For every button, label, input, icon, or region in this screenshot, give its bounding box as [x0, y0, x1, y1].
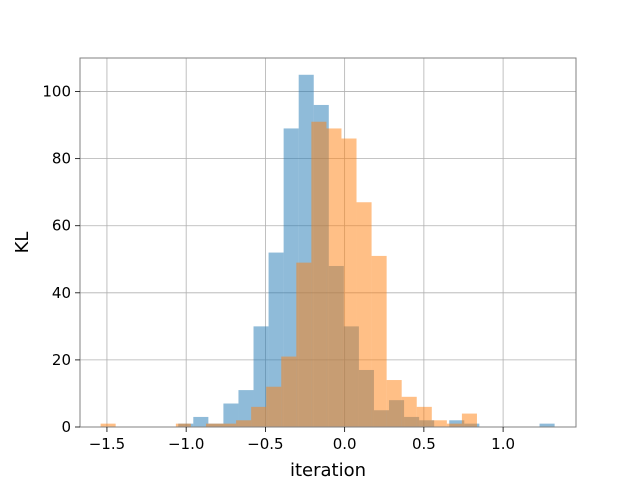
histogram-bar — [446, 423, 462, 427]
histogram-bar — [326, 128, 342, 428]
x-tick-label: −1.0 — [168, 435, 204, 453]
y-tick-label: 80 — [52, 150, 71, 168]
histogram-bar — [268, 252, 284, 427]
y-tick-label: 40 — [52, 284, 71, 302]
histogram-bar — [539, 423, 555, 427]
histogram-bar — [205, 423, 222, 427]
histogram-bar — [238, 390, 254, 427]
histogram-bar — [386, 380, 402, 427]
y-tick-label: 100 — [42, 83, 71, 101]
histogram-bar — [341, 138, 357, 427]
histogram-bar — [401, 396, 417, 427]
histogram-bar — [221, 423, 237, 427]
histogram-bar — [251, 406, 267, 427]
histogram-bar — [283, 128, 299, 428]
x-tick-label: 0.0 — [333, 435, 357, 453]
x-tick-label: −0.5 — [247, 435, 283, 453]
plot-frame — [79, 57, 577, 428]
histogram-bars — [100, 74, 555, 428]
x-tick-label: 1.0 — [491, 435, 515, 453]
histogram-bar — [371, 255, 387, 427]
axis-ticks: −1.5 −1.0 −0.5 0.0 0.5 1.0 0 20 40 60 80 100 — [42, 83, 515, 453]
y-tick-label: 0 — [61, 418, 71, 436]
y-tick-label: 20 — [52, 351, 71, 369]
series-1 — [100, 121, 477, 428]
x-tick-label: −1.5 — [89, 435, 125, 453]
x-tick-label: 0.5 — [412, 435, 436, 453]
histogram-bar — [461, 413, 477, 427]
histogram-bar — [416, 406, 432, 427]
histogram-bar — [236, 420, 252, 427]
y-tick-label: 60 — [52, 217, 71, 235]
histogram-bar — [356, 202, 372, 427]
histogram-bar — [311, 121, 327, 428]
histogram-bar — [266, 386, 282, 427]
histogram-bar — [193, 416, 209, 427]
histogram-bar — [223, 403, 239, 427]
histogram-bar — [253, 326, 269, 427]
histogram-bar — [281, 356, 297, 427]
histogram-bar — [296, 262, 312, 427]
histogram-bar — [431, 420, 447, 427]
histogram-bar — [175, 423, 191, 427]
histogram-bar — [100, 423, 116, 427]
x-axis-title: iteration — [290, 460, 366, 480]
y-axis-title: KL — [12, 232, 33, 254]
